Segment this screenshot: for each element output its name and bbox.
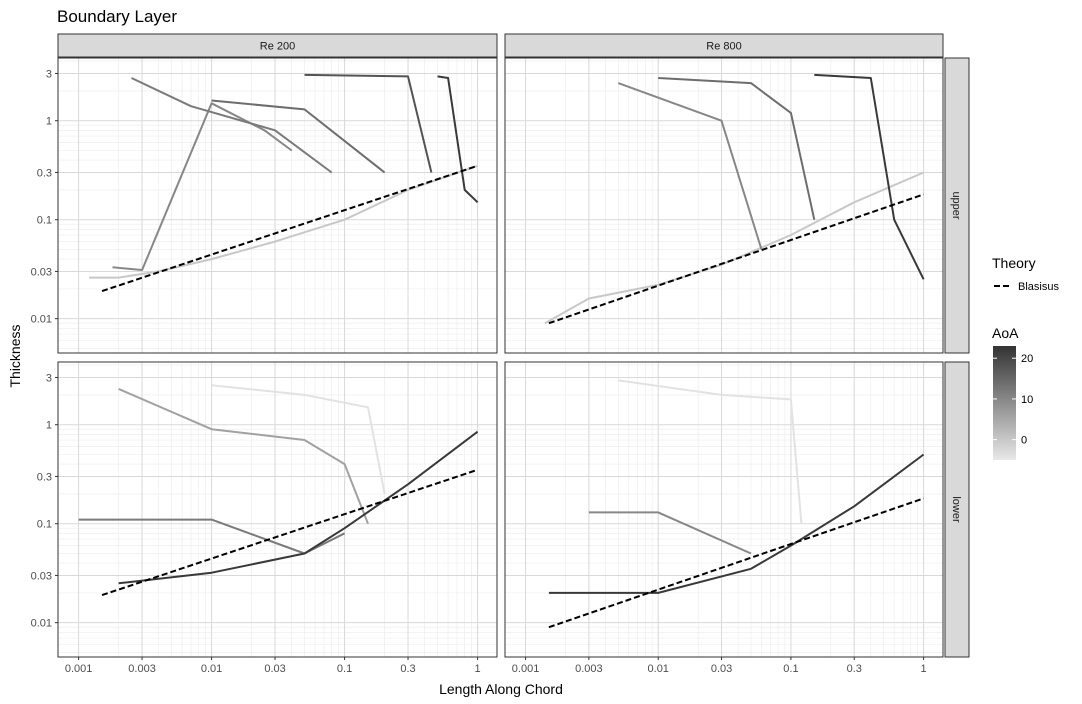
aoa-series-line <box>658 77 816 220</box>
y-tick-label: 1 <box>46 420 52 432</box>
aoa-series-line <box>437 75 479 204</box>
strip-column <box>57 33 498 58</box>
aoa-series-line <box>211 384 386 495</box>
x-tick-label: 0.01 <box>201 663 222 675</box>
x-tick-label: 0.01 <box>648 663 669 675</box>
panel-re800-upper <box>504 57 944 354</box>
facet-strips: Re 200 Re 800 upper lower <box>57 33 970 658</box>
x-tick-label: 0.1 <box>337 663 352 675</box>
aoa-series-line <box>548 453 925 594</box>
blasius-theory-line <box>548 193 924 325</box>
x-tick-label: 0.1 <box>783 663 798 675</box>
legend-aoa: AoA 0 10 20 <box>992 325 1033 460</box>
y-tick-label: 0.03 <box>31 266 52 278</box>
aoa-series-line <box>617 82 763 250</box>
panel-lines <box>548 379 925 629</box>
legend-aoa-title: AoA <box>992 325 1019 341</box>
legend-aoa-ticks: 0 10 20 <box>993 353 1033 447</box>
aoa-tick-label: 0 <box>1021 435 1027 447</box>
panel-re200-lower <box>57 361 498 658</box>
aoa-series-line <box>304 73 433 173</box>
x-tick-label: 0.3 <box>400 663 415 675</box>
strip-column <box>504 33 944 58</box>
y-tick-label: 0.1 <box>37 215 52 227</box>
x-tick-label: 1 <box>475 663 481 675</box>
strip-row <box>944 57 970 354</box>
aoa-series-line <box>618 379 803 524</box>
legend-theory-label: Blasisus <box>1018 281 1059 293</box>
legend-aoa-colorbar <box>993 346 1016 460</box>
y-axis-ticks: 0.01 0.03 0.1 0.3 1 3 0.01 0.03 0.1 0.3 1 3 <box>31 68 58 630</box>
x-tick-label: 0.003 <box>128 663 156 675</box>
panel-border <box>57 57 498 354</box>
strip-label-column: Re 200 <box>260 41 295 53</box>
legend-theory: Theory Blasisus <box>992 255 1059 293</box>
panel-border <box>504 361 944 658</box>
panel-re200-upper <box>57 57 498 354</box>
aoa-series-line <box>131 77 333 174</box>
y-tick-label: 0.3 <box>37 167 52 179</box>
aoa-series-line <box>89 164 478 279</box>
y-tick-label: 0.3 <box>37 471 52 483</box>
panel-border <box>504 57 944 354</box>
x-axis-title: Length Along Chord <box>439 681 563 697</box>
strip-label-row: upper <box>950 191 962 219</box>
panel-background <box>58 58 497 353</box>
aoa-series-line <box>211 99 386 174</box>
x-tick-label: 0.03 <box>711 663 732 675</box>
y-tick-label: 0.1 <box>37 519 52 531</box>
panel-background <box>58 362 497 657</box>
blasius-theory-line <box>101 468 478 597</box>
x-tick-label: 0.001 <box>65 663 93 675</box>
aoa-tick-label: 10 <box>1021 394 1033 406</box>
y-tick-label: 0.03 <box>31 570 52 582</box>
y-axis-title: Thickness <box>7 324 23 387</box>
panel-re800-lower <box>504 361 944 658</box>
aoa-series-line <box>118 387 369 525</box>
facet-panels <box>57 57 944 658</box>
y-tick-label: 0.01 <box>31 618 52 630</box>
aoa-series-line <box>78 518 346 555</box>
y-tick-label: 0.01 <box>31 314 52 326</box>
strip-label-row: lower <box>950 496 962 523</box>
panel-lines <box>544 73 925 325</box>
strip-label-column: Re 800 <box>706 41 741 53</box>
y-tick-label: 3 <box>46 68 52 80</box>
y-tick-label: 1 <box>46 116 52 128</box>
x-tick-label: 0.003 <box>575 663 603 675</box>
strip-row <box>944 361 970 658</box>
blasius-theory-line <box>548 497 924 629</box>
aoa-series-line <box>118 430 479 585</box>
legend-theory-title: Theory <box>992 255 1036 271</box>
y-tick-label: 3 <box>46 372 52 384</box>
aoa-series-line <box>588 511 752 555</box>
panel-lines <box>89 73 479 293</box>
x-tick-label: 0.03 <box>264 663 285 675</box>
x-tick-label: 0.001 <box>512 663 540 675</box>
x-tick-label: 1 <box>921 663 927 675</box>
panel-background <box>505 362 943 657</box>
x-tick-label: 0.3 <box>847 663 862 675</box>
aoa-series-line <box>112 102 293 271</box>
aoa-series-line <box>814 73 925 280</box>
x-axis-ticks: 0.001 0.003 0.01 0.03 0.1 0.3 1 0.001 0.003 0.01 0… <box>65 657 927 675</box>
panel-border <box>57 361 498 658</box>
blasius-theory-line <box>101 164 478 293</box>
panel-lines <box>78 384 479 597</box>
chart-title: Boundary Layer <box>57 7 177 26</box>
aoa-tick-label: 20 <box>1021 353 1033 365</box>
